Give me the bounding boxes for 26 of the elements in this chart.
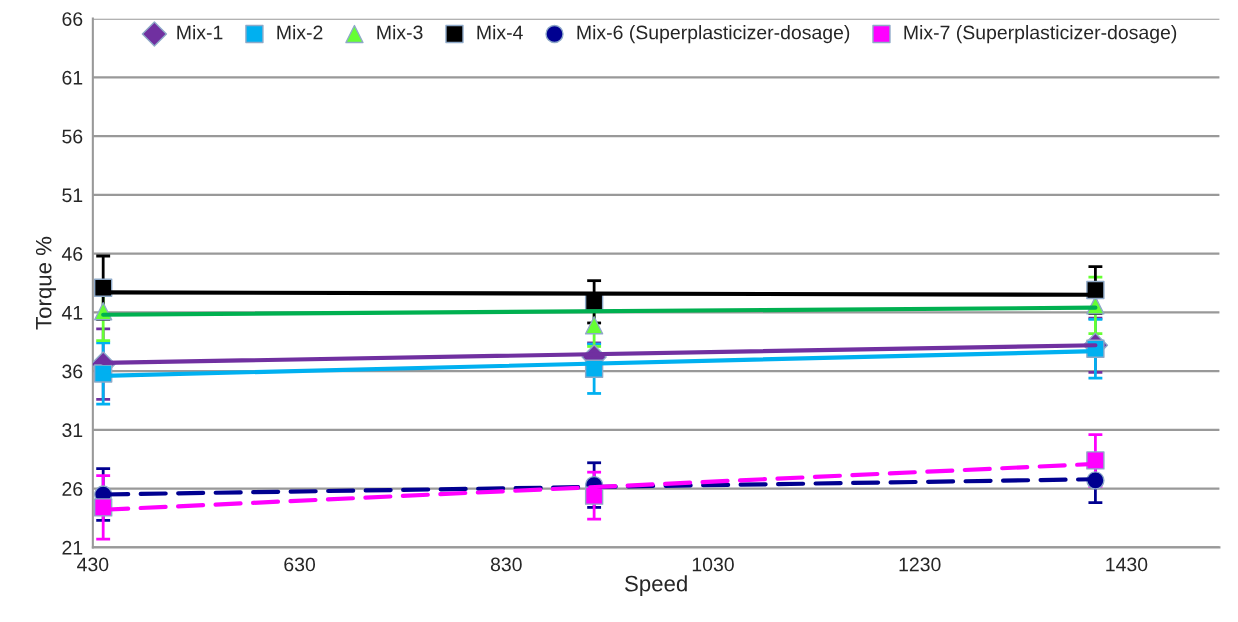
- point: [1086, 451, 1105, 470]
- y-tick-label: 36: [62, 364, 83, 379]
- y-tick-label: 21: [62, 540, 83, 555]
- x-tick-label: 1030: [692, 557, 734, 572]
- legend-label: Mix-2: [277, 25, 323, 40]
- x-tick-label: 830: [490, 557, 522, 572]
- legend-label: Mix-7 (Superplasticizer-dosage): [904, 25, 1177, 44]
- y-tick-label: 51: [62, 188, 83, 203]
- x-tick-label: 1430: [1106, 557, 1148, 572]
- y-tick-label: 31: [62, 423, 83, 438]
- point: [584, 316, 604, 335]
- y-axis-title: Torque %: [35, 236, 56, 330]
- legend-label: Mix-4: [477, 25, 523, 40]
- legend-label: Mix-6 (Superplasticizer-dosage): [577, 25, 850, 44]
- legend-label: Mix-1: [177, 25, 223, 40]
- y-tick-label: 26: [62, 482, 83, 496]
- x-tick-label: 630: [284, 557, 316, 572]
- y-tick-label: 46: [61, 247, 83, 261]
- legend-label: Mix-3: [377, 25, 423, 40]
- y-tick-label: 61: [62, 70, 83, 85]
- y-tick-label: 56: [62, 129, 83, 144]
- x-tick-label: 1230: [899, 557, 941, 572]
- x-axis-title: Speed: [625, 575, 687, 596]
- y-tick-label: 66: [62, 12, 83, 26]
- y-tick-label: 41: [61, 306, 83, 320]
- x-tick-label: 430: [77, 557, 109, 572]
